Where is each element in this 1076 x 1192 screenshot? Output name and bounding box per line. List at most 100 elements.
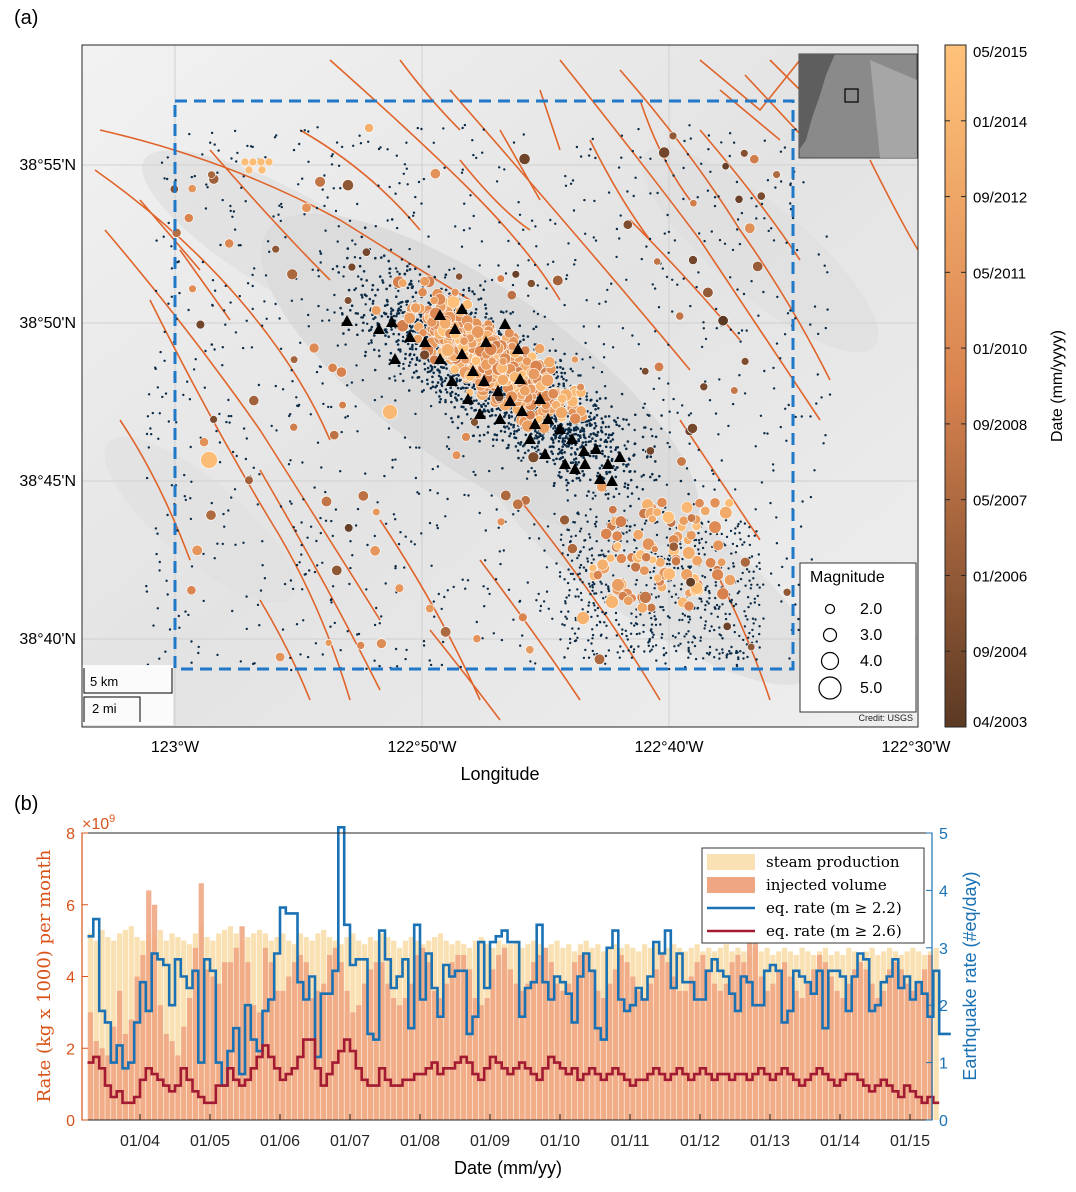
microseismic-event bbox=[161, 162, 163, 164]
microseismic-event bbox=[253, 467, 255, 469]
microseismic-event bbox=[394, 458, 396, 460]
microseismic-event bbox=[240, 187, 242, 189]
microseismic-event bbox=[351, 554, 353, 556]
microseismic-event bbox=[450, 394, 453, 397]
microseismic-event bbox=[484, 410, 487, 413]
microseismic-event bbox=[443, 596, 445, 598]
scale-bar-mi: 2 mi bbox=[92, 701, 117, 716]
earthquake-event bbox=[612, 579, 625, 592]
microseismic-event bbox=[552, 427, 555, 430]
microseismic-event bbox=[738, 532, 740, 534]
microseismic-event bbox=[579, 530, 581, 532]
microseismic-event bbox=[282, 388, 284, 390]
microseismic-event bbox=[423, 389, 425, 391]
microseismic-event bbox=[520, 460, 522, 462]
microseismic-event bbox=[594, 495, 596, 497]
right-tick-label: 1 bbox=[939, 1056, 948, 1073]
microseismic-event bbox=[328, 319, 330, 321]
microseismic-event bbox=[396, 665, 398, 667]
microseismic-event bbox=[146, 590, 148, 592]
microseismic-event bbox=[346, 257, 349, 260]
microseismic-event bbox=[261, 564, 263, 566]
microseismic-event bbox=[230, 496, 232, 498]
microseismic-event bbox=[714, 608, 716, 610]
microseismic-event bbox=[531, 446, 534, 449]
microseismic-event bbox=[399, 301, 402, 304]
microseismic-event bbox=[331, 155, 333, 157]
microseismic-event bbox=[630, 612, 632, 614]
microseismic-event bbox=[451, 421, 454, 424]
microseismic-event bbox=[566, 274, 568, 276]
microseismic-event bbox=[355, 324, 358, 327]
microseismic-event bbox=[658, 475, 661, 478]
microseismic-event bbox=[593, 427, 596, 430]
microseismic-event bbox=[698, 449, 700, 451]
microseismic-event bbox=[293, 526, 295, 528]
injection-bar bbox=[677, 991, 682, 1120]
microseismic-event bbox=[596, 414, 599, 417]
microseismic-event bbox=[337, 240, 339, 242]
earthquake-event bbox=[265, 158, 273, 166]
microseismic-event bbox=[372, 284, 375, 287]
microseismic-event bbox=[810, 496, 812, 498]
microseismic-event bbox=[752, 635, 754, 637]
microseismic-event bbox=[605, 584, 607, 586]
microseismic-event bbox=[531, 467, 533, 469]
microseismic-event bbox=[233, 210, 235, 212]
microseismic-event bbox=[393, 375, 395, 377]
microseismic-event bbox=[690, 137, 692, 139]
microseismic-event bbox=[522, 335, 525, 338]
microseismic-event bbox=[800, 525, 802, 527]
microseismic-event bbox=[566, 470, 569, 473]
microseismic-event bbox=[652, 634, 654, 636]
microseismic-event bbox=[507, 444, 510, 447]
microseismic-event bbox=[409, 446, 411, 448]
microseismic-event bbox=[609, 471, 612, 474]
earthquake-event bbox=[528, 368, 540, 380]
microseismic-event bbox=[453, 406, 456, 409]
microseismic-event bbox=[483, 605, 485, 607]
microseismic-event bbox=[563, 304, 565, 306]
microseismic-event bbox=[267, 240, 269, 242]
microseismic-event bbox=[202, 261, 204, 263]
microseismic-event bbox=[479, 434, 481, 436]
injection-bar bbox=[152, 905, 157, 1120]
right-tick-label: 3 bbox=[939, 941, 948, 958]
microseismic-event bbox=[753, 571, 755, 573]
microseismic-event bbox=[597, 431, 600, 434]
microseismic-event bbox=[445, 289, 448, 292]
microseismic-event bbox=[272, 215, 274, 217]
microseismic-event bbox=[380, 615, 382, 617]
microseismic-event bbox=[704, 576, 706, 578]
microseismic-event bbox=[369, 298, 372, 301]
microseismic-event bbox=[578, 554, 580, 556]
microseismic-event bbox=[228, 415, 230, 417]
microseismic-event bbox=[715, 308, 717, 310]
microseismic-event bbox=[817, 333, 819, 335]
microseismic-event bbox=[147, 415, 149, 417]
microseismic-event bbox=[693, 635, 695, 637]
microseismic-event bbox=[365, 668, 367, 670]
microseismic-event bbox=[386, 148, 388, 150]
earthquake-event bbox=[456, 273, 463, 280]
earthquake-event bbox=[208, 171, 216, 179]
microseismic-event bbox=[713, 656, 715, 658]
microseismic-event bbox=[453, 268, 455, 270]
microseismic-event bbox=[234, 544, 236, 546]
microseismic-event bbox=[203, 600, 205, 602]
microseismic-event bbox=[599, 467, 602, 470]
microseismic-event bbox=[560, 534, 562, 536]
microseismic-event bbox=[683, 278, 685, 280]
earthquake-event bbox=[687, 423, 697, 433]
microseismic-event bbox=[730, 646, 732, 648]
microseismic-event bbox=[430, 387, 433, 390]
microseismic-event bbox=[595, 425, 598, 428]
microseismic-event bbox=[441, 608, 443, 610]
microseismic-event bbox=[592, 492, 594, 494]
microseismic-event bbox=[415, 363, 418, 366]
microseismic-event bbox=[567, 482, 569, 484]
microseismic-event bbox=[763, 432, 765, 434]
microseismic-event bbox=[473, 400, 476, 403]
microseismic-event bbox=[695, 286, 697, 288]
microseismic-event bbox=[366, 544, 368, 546]
